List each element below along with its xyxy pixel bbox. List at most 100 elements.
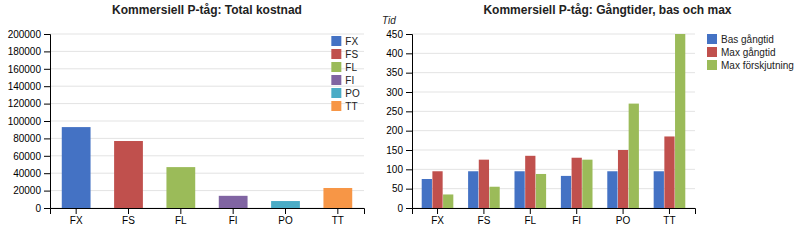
grid-line: [412, 130, 695, 131]
bar: [675, 34, 685, 208]
tick-mark: [44, 104, 50, 105]
tick-label: 250: [386, 106, 403, 117]
tick-label: 100: [386, 164, 403, 175]
tick: 0: [397, 203, 412, 214]
tick-label: 180000: [8, 46, 42, 57]
tick-mark: [44, 34, 50, 35]
plot-area: [62, 127, 352, 208]
tick-mark: [44, 51, 50, 52]
tick-label: 20000: [13, 185, 41, 196]
tick-mark: [669, 208, 670, 214]
grid-line: [50, 34, 364, 35]
grid-line: [50, 68, 364, 69]
tick-mark: [406, 189, 412, 190]
grid-line: [50, 103, 364, 104]
tick: 400: [386, 48, 412, 59]
y-axis: 0200004000060000800001000001200001400001…: [8, 29, 51, 214]
chart-panel: 050100150200250300350400450FXFSFLFIPOTTK…: [382, 3, 794, 226]
y-axis-label: Tid: [382, 15, 396, 26]
axis-line: [44, 35, 51, 209]
tick: 450: [386, 29, 412, 40]
tick-label: 400: [386, 48, 403, 59]
tick-label: TT: [332, 215, 344, 226]
legend-swatch: [331, 62, 341, 72]
tick-mark: [406, 111, 412, 112]
tick-label: FL: [524, 215, 536, 226]
tick: 250: [386, 106, 412, 117]
tick: FL: [175, 208, 187, 226]
bar: [62, 127, 91, 208]
tick-mark: [233, 208, 234, 214]
legend-item: PO: [331, 88, 360, 99]
legend-item: Max förskjutning: [707, 60, 794, 71]
legend-swatch: [707, 60, 717, 70]
tick-mark: [44, 86, 50, 87]
tick: 20000: [13, 185, 50, 196]
legend-label: FX: [345, 36, 358, 47]
tick: 60000: [13, 151, 50, 162]
grid-line: [412, 72, 695, 73]
tick-mark: [337, 208, 338, 214]
x-axis: FXFSFLFIPOTT: [413, 208, 696, 226]
tick: 100000: [8, 116, 50, 127]
legend-label: FS: [345, 49, 358, 60]
legend-item: FS: [331, 49, 358, 60]
bar: [271, 201, 300, 208]
bar: [607, 171, 617, 208]
tick: 150: [386, 145, 412, 156]
tick-label: FX: [70, 215, 83, 226]
tick-label: TT: [663, 215, 675, 226]
plot-area: [422, 34, 686, 208]
bar: [468, 171, 478, 208]
legend: Bas gångtid Max gångtid Max förskjutning: [707, 34, 794, 71]
tick-mark: [44, 138, 50, 139]
tick-mark: [483, 208, 484, 214]
tick-label: 200: [386, 125, 403, 136]
grid-line: [412, 53, 695, 54]
chart-figure: 0200004000060000800001000001200001400001…: [0, 0, 811, 233]
tick-mark: [406, 208, 412, 209]
bar: [479, 160, 489, 208]
tick: FI: [572, 208, 581, 226]
legend-swatch: [331, 101, 341, 111]
legend-item: FI: [331, 75, 354, 86]
grid-line: [50, 138, 364, 139]
tick-label: 60000: [13, 151, 41, 162]
bar: [582, 160, 592, 208]
legend: FXFSFLFIPOTT: [331, 36, 360, 112]
tick: FX: [70, 208, 83, 226]
legend-label: Max gångtid: [721, 47, 775, 58]
tick-label: FS: [122, 215, 135, 226]
tick: 300: [386, 87, 412, 98]
tick-mark: [406, 34, 412, 35]
tick-label: FI: [229, 215, 238, 226]
tick-label: 0: [397, 203, 403, 214]
legend-item: Max gångtid: [707, 47, 775, 58]
tick-label: PO: [278, 215, 293, 226]
tick-mark: [128, 208, 129, 214]
tick: 200: [386, 125, 412, 136]
legend-label: Bas gångtid: [721, 34, 774, 45]
tick-mark: [406, 150, 412, 151]
tick-label: 300: [386, 87, 403, 98]
bar: [489, 187, 499, 208]
tick-mark: [406, 53, 412, 54]
axis-line: [413, 209, 696, 215]
tick-label: 80000: [13, 133, 41, 144]
legend-item: Bas gångtid: [707, 34, 774, 45]
tick-label: FX: [431, 215, 444, 226]
tick: 100: [386, 164, 412, 175]
bar: [323, 188, 352, 208]
grid: [412, 34, 695, 208]
legend-label: TT: [345, 101, 357, 112]
chart-title: Kommersiell P-tåg: Total kostnad: [112, 3, 302, 17]
tick-label: FL: [175, 215, 187, 226]
tick: 180000: [8, 46, 50, 57]
legend-label: Max förskjutning: [721, 60, 794, 71]
bar: [422, 179, 432, 208]
grid: [50, 34, 364, 208]
bar: [561, 176, 571, 208]
bar: [219, 196, 248, 208]
tick-label: 100000: [8, 116, 42, 127]
legend-label: PO: [345, 88, 360, 99]
